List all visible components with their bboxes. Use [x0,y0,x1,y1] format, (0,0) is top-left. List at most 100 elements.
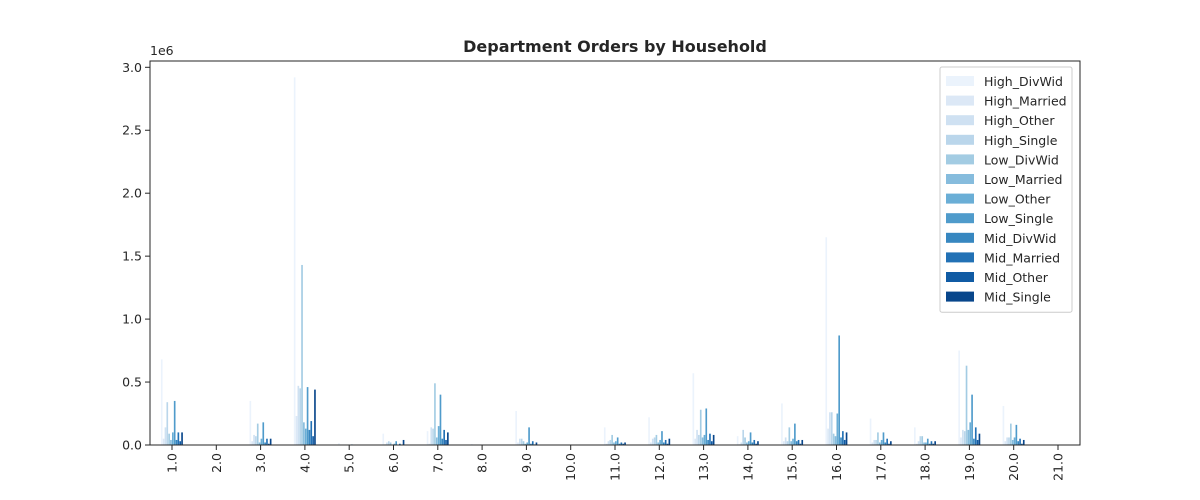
bar-High_Other-15.0 [784,437,787,445]
x-tick-label: 8.0 [475,453,490,473]
bar-Mid_Other-11.0 [622,443,625,445]
x-tick-label: 11.0 [608,453,623,481]
bar-Low_Other-16.0 [836,413,839,445]
x-tick-label: 2.0 [209,453,224,473]
bar-Low_Other-9.0 [526,442,529,445]
bar-Mid_DivWid-3.0 [264,442,266,445]
x-tick-label: 16.0 [829,453,844,481]
bar-Low_Married-16.0 [834,436,837,445]
bar-Mid_Married-12.0 [664,439,667,445]
x-tick-label: 15.0 [785,453,800,481]
bar-Mid_Single-19.0 [978,433,981,445]
bar-Low_DivWid-1.0 [168,433,170,445]
bar-High_Married-16.0 [827,428,829,445]
bar-High_Single-16.0 [830,412,833,445]
bar-Low_Other-1.0 [172,432,174,445]
bar-Mid_Single-9.0 [535,442,538,445]
bar-Mid_DivWid-4.0 [308,429,311,445]
bar-Mid_DivWid-15.0 [795,441,798,445]
y-tick-label: 0.0 [122,438,142,453]
bar-High_Married-15.0 [782,441,785,445]
bar-Mid_Single-3.0 [269,438,272,445]
bar-High_Other-16.0 [829,412,831,445]
bar-High_DivWid-16.0 [825,237,828,445]
bar-Mid_DivWid-19.0 [973,438,975,445]
bar-Mid_Single-17.0 [890,441,892,445]
bar-Low_Married-4.0 [303,422,305,445]
legend-swatch-Low_DivWid [946,154,974,165]
bar-Low_Single-17.0 [882,432,885,445]
legend: High_DivWid High_Married High_Other High_Si… [939,66,1073,313]
bar-Low_Single-4.0 [306,387,309,445]
bar-High_Single-1.0 [166,402,169,445]
bar-Mid_DivWid-9.0 [530,443,532,445]
bar-Mid_Married-17.0 [886,438,888,445]
bar-Mid_Single-12.0 [668,438,671,445]
bar-Mid_Other-14.0 [755,443,757,445]
x-tick-label: 17.0 [873,453,888,481]
bar-Low_Single-12.0 [661,431,663,445]
bar-Mid_DivWid-1.0 [175,439,178,445]
bar-Low_Single-15.0 [794,423,796,445]
bar-Low_DivWid-13.0 [699,409,702,445]
bar-High_Other-13.0 [696,429,698,445]
bar-High_Single-14.0 [742,429,745,445]
legend-swatch-Low_Married [946,174,974,184]
bar-High_Single-20.0 [1008,437,1010,445]
bar-High_Other-3.0 [253,434,255,445]
bar-Low_Married-1.0 [170,439,172,445]
bar-Low_Married-14.0 [746,442,748,445]
bar-Low_Other-11.0 [615,441,617,445]
bar-High_Other-18.0 [917,441,920,445]
bar-Mid_Other-4.0 [312,436,314,445]
bar-Low_DivWid-17.0 [877,432,879,445]
bar-High_DivWid-19.0 [958,350,960,445]
bar-High_DivWid-15.0 [781,403,783,445]
legend-swatch-Mid_DivWid [946,232,974,243]
x-tick-label: 12.0 [652,453,667,481]
bar-Low_Married-12.0 [657,442,660,445]
bar-High_Married-1.0 [162,438,165,445]
bar-Low_Other-12.0 [659,439,661,445]
bar-Low_Single-7.0 [439,394,442,445]
x-tick-label: 4.0 [297,453,312,473]
bar-High_Single-13.0 [698,434,700,445]
bar-Mid_Other-19.0 [976,439,979,445]
bar-Mid_Single-15.0 [801,439,804,445]
bar-Mid_Single-16.0 [845,432,848,445]
bar-High_Married-3.0 [251,441,254,445]
bar-Low_Married-20.0 [1011,439,1014,445]
legend-label-Mid_Married: Mid_Married [984,250,1060,265]
bar-High_Single-12.0 [653,437,656,445]
legend-label-Mid_Other: Mid_Other [984,270,1049,285]
bar-Low_Single-14.0 [749,432,752,445]
x-tick-label: 18.0 [918,453,933,481]
bar-Mid_DivWid-13.0 [707,439,709,445]
x-tick-label: 19.0 [962,453,977,481]
y-tick-label: 0.5 [122,375,142,390]
legend-frame [939,66,1073,313]
bar-High_Single-3.0 [255,436,257,445]
x-tick-label: 6.0 [386,453,401,473]
bar-High_Other-9.0 [519,438,521,445]
bar-High_Married-9.0 [517,442,519,445]
bar-Mid_Married-20.0 [1019,438,1021,445]
bar-High_Married-19.0 [960,437,962,445]
bar-Low_Other-15.0 [792,438,794,445]
x-tick-label: 1.0 [165,453,180,473]
legend-label-High_Single: High_Single [984,133,1058,148]
bar-Low_Other-7.0 [437,426,440,445]
legend-label-High_Married: High_Married [984,94,1067,109]
bar-Mid_Married-16.0 [842,431,844,445]
bar-Low_DivWid-19.0 [965,365,968,445]
bar-Mid_Other-12.0 [666,443,669,445]
chart-title: Department Orders by Household [463,37,767,56]
y-tick-label: 2.0 [122,186,142,201]
bar-High_Other-1.0 [164,427,167,445]
bar-Low_Single-9.0 [528,427,530,445]
bar-Mid_DivWid-7.0 [441,438,444,445]
bar-High_Single-9.0 [520,438,523,445]
bar-Mid_Other-7.0 [445,439,447,445]
bar-Mid_Single-7.0 [447,432,449,445]
